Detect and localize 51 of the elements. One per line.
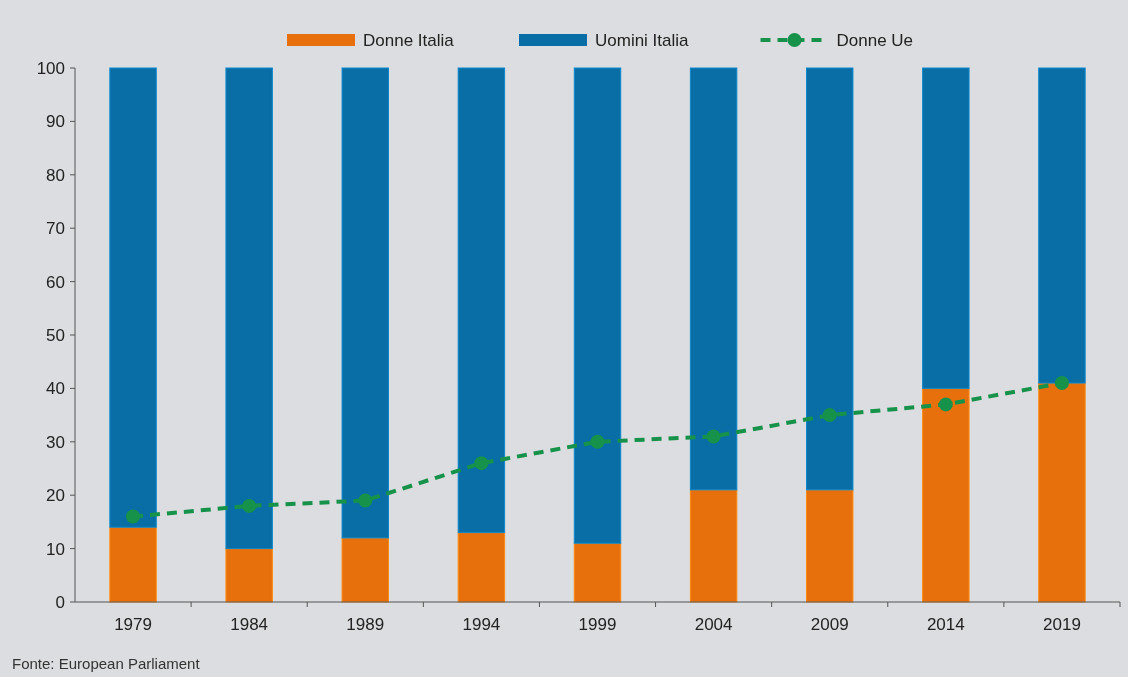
y-tick-label: 80: [46, 165, 65, 185]
x-tick-label: 1984: [230, 615, 269, 634]
x-tick-label: 1989: [346, 615, 385, 634]
y-tick-label: 90: [46, 112, 65, 132]
x-tick-label: 1994: [462, 615, 501, 634]
point: [358, 493, 373, 508]
bar: [922, 387, 970, 603]
y-tick-label: 40: [46, 379, 65, 399]
bar: [109, 67, 157, 528]
source-note: Fonte: European Parliament: [12, 655, 201, 672]
bar: [1038, 382, 1086, 603]
legend-label: Donne Italia: [363, 31, 455, 50]
y-tick-label: 100: [36, 58, 65, 78]
y-tick-label: 20: [46, 486, 65, 506]
bar: [225, 67, 273, 550]
bar: [573, 542, 622, 603]
x-tick-label: 1999: [578, 615, 617, 634]
point: [938, 397, 953, 412]
point: [242, 498, 257, 513]
point: [126, 509, 141, 524]
y-tick-label: 50: [46, 325, 65, 345]
bar: [806, 67, 854, 491]
bar: [689, 67, 738, 491]
bar: [457, 67, 506, 534]
bar: [922, 67, 970, 389]
point: [706, 429, 721, 444]
y-tick-label: 30: [46, 432, 65, 452]
bar: [457, 532, 506, 603]
x-tick-label: 2014: [926, 615, 965, 634]
point: [822, 408, 837, 423]
bar: [341, 537, 389, 603]
x-tick-label: 1979: [114, 615, 152, 634]
bar: [341, 67, 389, 539]
bar: [806, 489, 854, 603]
legend-label: Uomini Italia: [595, 31, 690, 50]
x-tick-label: 2019: [1043, 615, 1081, 634]
x-tick-label: 2009: [810, 615, 849, 634]
bar: [109, 526, 157, 603]
bar: [689, 489, 738, 603]
y-tick-label: 70: [46, 219, 65, 239]
y-tick-label: 60: [46, 272, 65, 292]
y-tick-label: 10: [46, 539, 65, 559]
bar: [225, 548, 273, 603]
legend-label: Donne Ue: [836, 31, 914, 50]
x-tick-label: 2004: [694, 615, 733, 634]
bar: [573, 67, 622, 544]
bar: [1038, 67, 1086, 384]
y-tick-label: 0: [55, 592, 65, 612]
point: [590, 434, 605, 449]
point: [474, 456, 489, 471]
point: [1054, 376, 1069, 391]
